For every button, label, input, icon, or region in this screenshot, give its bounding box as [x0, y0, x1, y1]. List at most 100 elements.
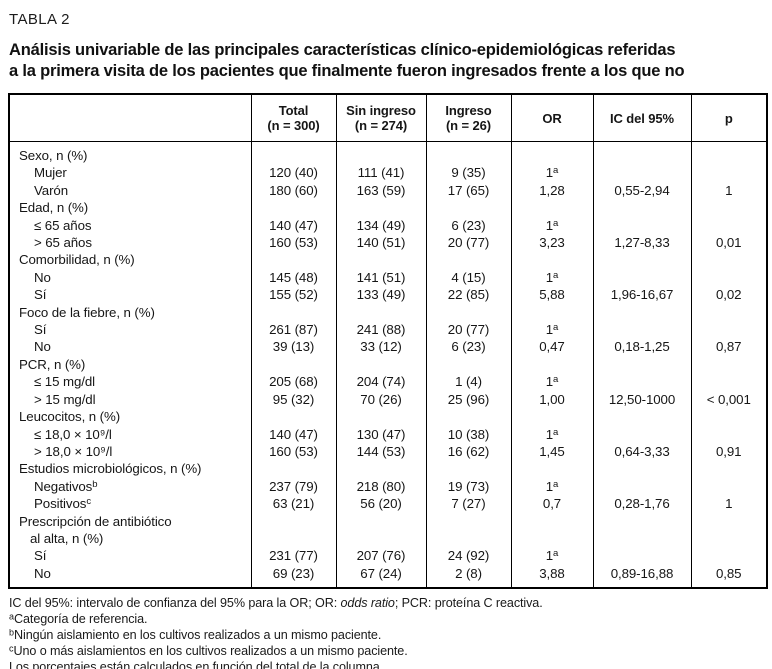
cell-p — [690, 408, 767, 426]
row-label-cell: Sí — [9, 286, 251, 303]
cell-ingreso: 19 (73) — [425, 477, 511, 496]
cell-sin-ingreso — [335, 251, 426, 269]
table-row: ≤ 15 mg/dl 205 (68) 204 (74) 1 (4) 1a — [9, 373, 767, 391]
cell-ic95 — [592, 529, 691, 548]
footnote-marker-sup: c — [9, 643, 14, 654]
footnote-line: Los porcentajes están calculados en func… — [9, 659, 765, 669]
cell-total — [250, 529, 336, 548]
reference-category-sup: a — [553, 217, 559, 229]
row-label-text: Foco de la fiebre, n (%) — [19, 304, 155, 320]
or-value: 1 — [545, 217, 553, 233]
cell-ingreso: 1 (4) — [425, 373, 511, 391]
row-label-text: Edad, n (%) — [19, 200, 89, 216]
or-value: 1 — [545, 165, 553, 181]
footnote-line: aCategoría de referencia. — [9, 611, 765, 627]
cell-p: 0,01 — [690, 234, 767, 252]
or-value: 1 — [545, 478, 553, 494]
row-label-cell: > 15 mg/dl — [9, 391, 251, 408]
cell-or — [510, 408, 593, 426]
cell-sin-ingreso: 141 (51) — [335, 268, 426, 287]
cell-p — [690, 303, 767, 322]
footnote-text: ; PCR: proteína C reactiva. — [394, 596, 543, 611]
cell-ingreso — [425, 408, 511, 426]
table-row: No 69 (23) 67 (24) 2 (8) 3,88 0,89-16,88 0,85 — [9, 564, 767, 589]
cell-total — [250, 141, 336, 165]
cell-ic95: 0,28-1,76 — [592, 495, 691, 513]
cell-or — [510, 251, 593, 269]
or-value: 1 — [545, 548, 553, 564]
cell-ic95: 0,64-3,33 — [592, 442, 691, 461]
row-label-text: Prescripción de antibiótico — [19, 513, 172, 529]
cell-ic95 — [592, 164, 691, 182]
row-label-text: ≤ 18,0 × 10⁹/l — [34, 426, 112, 442]
cell-p — [690, 251, 767, 269]
row-label-text: Sí — [34, 548, 47, 564]
cell-total: 120 (40) — [250, 164, 336, 182]
table-header-row: Total (n = 300) Sin ingreso (n = 274) Ingr… — [9, 94, 767, 142]
cell-sin-ingreso: 163 (59) — [335, 181, 426, 200]
cell-total: 69 (23) — [250, 564, 336, 589]
cell-ingreso — [425, 355, 511, 374]
footnote-marker-sup: b — [9, 627, 15, 638]
cell-ic95: 0,55-2,94 — [592, 181, 691, 200]
row-label-cell: No — [9, 269, 251, 286]
cell-or: 1a — [510, 373, 593, 391]
cell-ingreso: 20 (77) — [425, 234, 511, 252]
row-label-cell: Prescripción de antibiótico — [9, 513, 251, 530]
row-label-text: Negativos — [34, 478, 93, 494]
cell-p — [690, 460, 767, 478]
cell-p — [690, 216, 767, 235]
cell-or — [510, 355, 593, 374]
cell-ingreso: 7 (27) — [425, 495, 511, 513]
cell-or — [510, 529, 593, 548]
cell-sin-ingreso — [335, 141, 426, 165]
cell-ingreso: 6 (23) — [425, 338, 511, 356]
row-label-text: Positivos — [34, 496, 87, 512]
or-value: 1 — [545, 374, 553, 390]
row-label-cell: No — [9, 338, 251, 355]
or-value: 1,00 — [539, 391, 565, 407]
cell-ic95 — [592, 547, 691, 565]
column-header-ingreso: Ingreso (n = 26) — [425, 94, 511, 142]
column-header-total: Total (n = 300) — [250, 94, 336, 142]
cell-ingreso — [425, 512, 511, 530]
cell-p: 1 — [690, 495, 767, 513]
table-row-group-header: Estudios microbiológicos, n (%) — [9, 460, 767, 478]
or-value: 0,7 — [542, 496, 562, 512]
table-row: Mujer 120 (40) 111 (41) 9 (35) 1a — [9, 164, 767, 182]
table-row-group-header: PCR, n (%) — [9, 355, 767, 374]
cell-ingreso: 10 (38) — [425, 425, 511, 443]
footnote-marker-sup: b — [92, 478, 98, 490]
row-label-cell: > 18,0 × 10⁹/l — [9, 443, 251, 460]
column-header-p: p — [690, 94, 767, 142]
table-row: Sí 261 (87) 241 (88) 20 (77) 1a — [9, 321, 767, 339]
cell-total: 180 (60) — [250, 181, 336, 200]
cell-ingreso — [425, 303, 511, 322]
cell-or: 5,88 — [510, 286, 593, 304]
column-header-label — [9, 94, 251, 142]
cell-sin-ingreso: 207 (76) — [335, 547, 426, 565]
cell-sin-ingreso: 241 (88) — [335, 321, 426, 339]
cell-total: 155 (52) — [250, 286, 336, 304]
cell-p — [690, 141, 767, 165]
cell-sin-ingreso: 70 (26) — [335, 390, 426, 409]
cell-sin-ingreso — [335, 408, 426, 426]
cell-total — [250, 460, 336, 478]
row-label-text: Mujer — [34, 165, 67, 181]
table-row-group-header: Leucocitos, n (%) — [9, 408, 767, 426]
table-row-group-header: Comorbilidad, n (%) — [9, 251, 767, 269]
cell-total: 63 (21) — [250, 495, 336, 513]
table-row: > 65 años 160 (53) 140 (51) 20 (77) 3,23 1,27… — [9, 234, 767, 252]
cell-p — [690, 268, 767, 287]
cell-or: 1a — [510, 477, 593, 496]
row-label-text: Varón — [34, 182, 68, 198]
cell-p: 1 — [690, 181, 767, 200]
row-label-text: Sí — [34, 287, 47, 303]
cell-ingreso — [425, 251, 511, 269]
cell-p — [690, 477, 767, 496]
row-label-text: > 18,0 × 10⁹/l — [34, 443, 113, 459]
cell-ic95 — [592, 268, 691, 287]
row-label-cell: al alta, n (%) — [9, 530, 251, 547]
or-value: 1,28 — [539, 182, 565, 198]
